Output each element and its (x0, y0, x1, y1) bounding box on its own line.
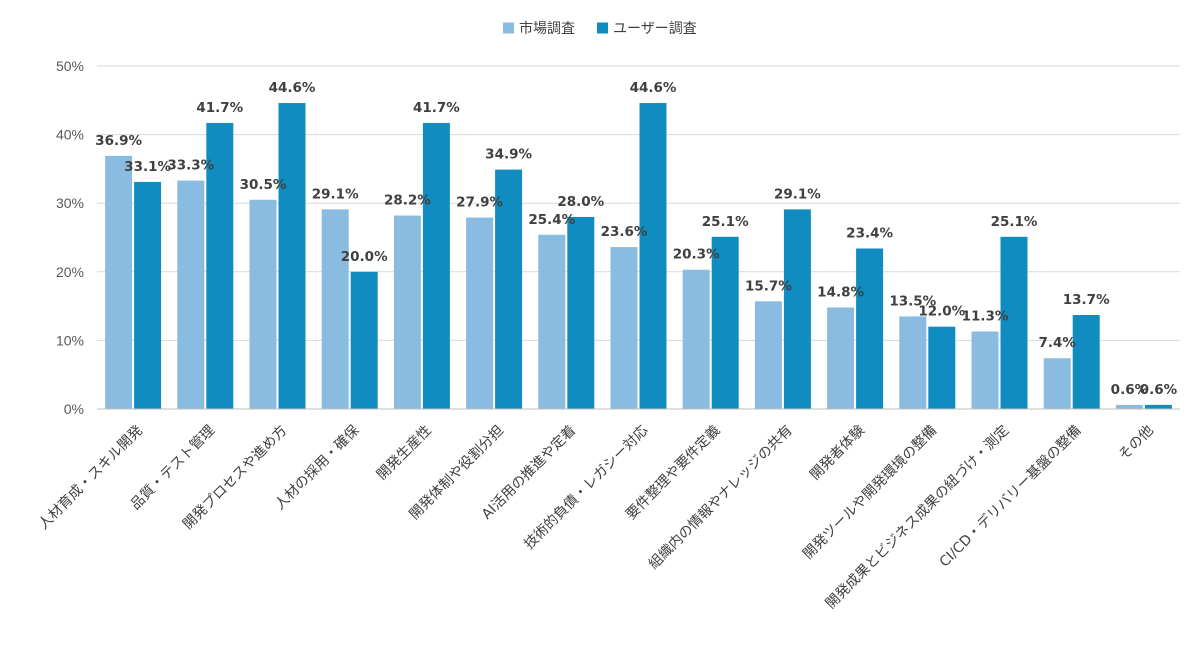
legend-swatch (597, 22, 608, 34)
bar-user (783, 209, 811, 409)
data-label: 11.3% (962, 308, 1009, 324)
data-label: 13.7% (1063, 292, 1110, 308)
data-label: 29.1% (312, 186, 359, 202)
bar-user (639, 103, 667, 409)
data-label: 23.4% (846, 225, 893, 241)
y-tick-label: 50% (56, 58, 84, 74)
data-label: 14.8% (817, 284, 864, 300)
data-label: 33.3% (167, 158, 214, 174)
data-label: 30.5% (240, 177, 287, 193)
bar-user (1000, 236, 1028, 409)
data-label: 12.0% (918, 304, 965, 320)
data-label: 0.6% (1140, 382, 1178, 398)
data-label: 27.9% (456, 195, 503, 211)
bar-market (682, 269, 710, 409)
data-label: 44.6% (269, 80, 316, 96)
bar-user (711, 236, 739, 409)
bar-market (249, 199, 277, 409)
data-label: 20.3% (673, 247, 720, 263)
legend: 市場調査 ユーザー調査 (503, 20, 697, 37)
gridlines (97, 65, 1180, 341)
data-label: 41.7% (196, 100, 243, 116)
bar-market (610, 247, 638, 409)
bar-user (928, 326, 956, 409)
bar-market (1115, 404, 1143, 409)
bar-market (105, 155, 133, 409)
category-label: 開発生産性 (374, 423, 435, 484)
data-label: 41.7% (413, 100, 460, 116)
bar-user (856, 248, 884, 409)
category-label: 人材育成・スキル開発 (36, 423, 146, 533)
bar-user (134, 181, 162, 409)
legend-label: 市場調査 (519, 20, 575, 37)
y-tick-label: 10% (56, 332, 84, 348)
bar-user (278, 103, 306, 409)
bar-market (538, 234, 566, 409)
bar-market (899, 316, 927, 409)
bar-user (567, 216, 595, 409)
data-label: 0.6% (1111, 382, 1149, 398)
bar-market (321, 209, 349, 409)
bar-market (466, 217, 494, 409)
data-label: 33.1% (124, 159, 171, 175)
data-label: 7.4% (1038, 335, 1076, 351)
data-label: 20.0% (341, 249, 388, 265)
y-tick-label: 30% (56, 195, 84, 211)
data-label: 25.1% (991, 214, 1038, 230)
category-label: その他 (1116, 423, 1157, 464)
bar-market (1043, 358, 1071, 409)
bar-market (177, 180, 205, 409)
data-label: 13.5% (889, 293, 936, 309)
data-label: 15.7% (745, 278, 792, 294)
data-label: 25.1% (702, 214, 749, 230)
bar-user (350, 271, 378, 409)
category-label: 組織内の情報やナレッジの共有 (646, 423, 796, 573)
bar-user (206, 122, 234, 410)
data-label: 29.1% (774, 186, 821, 202)
legend-swatch (503, 22, 514, 34)
y-tick-label: 0% (64, 401, 84, 417)
category-label: 開発ツールや開発環境の整備 (800, 423, 940, 563)
y-tick-label: 40% (56, 127, 84, 143)
bar-user (495, 169, 523, 409)
bar-market (754, 301, 782, 409)
data-label: 34.9% (485, 147, 532, 163)
category-label: CI/CD・デリバリー基盤の整備 (936, 422, 1085, 571)
bar-market (827, 307, 855, 409)
data-label: 36.9% (95, 133, 142, 149)
bar-market (393, 215, 421, 409)
bar-market (971, 331, 999, 409)
data-label: 23.6% (601, 224, 648, 240)
y-tick-label: 20% (56, 264, 84, 280)
bar-user (1144, 404, 1172, 409)
y-axis-ticks: 0% 10% 20% 30% 40% 50% (56, 58, 84, 417)
bar-user (422, 122, 450, 410)
data-label: 28.0% (557, 194, 604, 210)
data-labels: 36.9% 33.1%33.3% 41.7% 30.5% 44.6% 29.1% 20.0%… (95, 80, 1177, 398)
category-label: 開発者体験 (807, 423, 868, 484)
category-label: 技術的負債・レガシー対応 (521, 423, 651, 553)
data-label: 44.6% (630, 80, 677, 96)
legend-label: ユーザー調査 (613, 21, 697, 37)
bars (105, 103, 1172, 410)
data-label: 28.2% (384, 193, 431, 209)
bar-user (1072, 315, 1100, 409)
data-label: 25.4% (528, 212, 575, 228)
